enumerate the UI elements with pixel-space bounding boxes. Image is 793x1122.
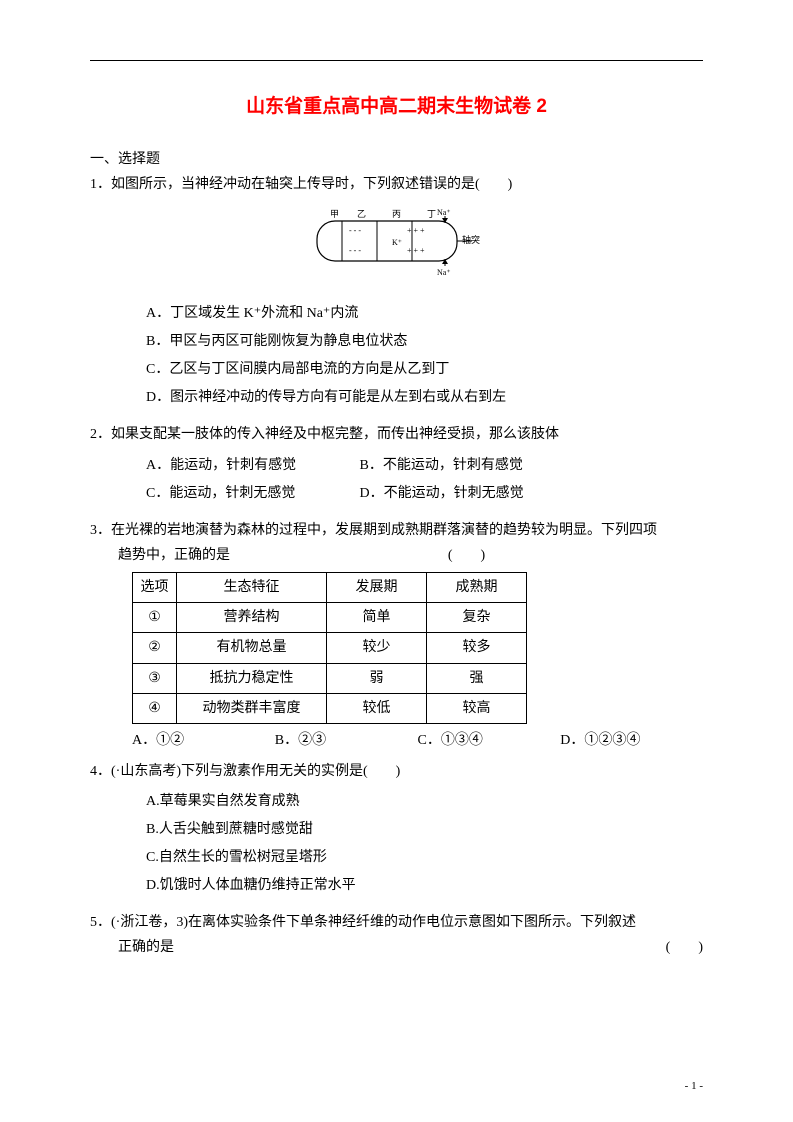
table-row: 选项 生态特征 发展期 成熟期 — [133, 572, 527, 602]
q3-stem-line2: 趋势中，正确的是 — [90, 543, 230, 568]
cell: 强 — [427, 663, 527, 693]
q3-options: A．①② B．②③ C．①③④ D．①②③④ — [90, 728, 703, 753]
q1-option-c: C．乙区与丁区间膜内局部电流的方向是从乙到丁 — [146, 356, 703, 384]
svg-text:- - -: - - - — [349, 246, 361, 255]
q5-stem-line2: 正确的是 — [90, 935, 174, 960]
cell: 较低 — [327, 693, 427, 723]
svg-text:丁: 丁 — [427, 209, 436, 219]
q5-stem-line1: 5．(·浙江卷，3)在离体实验条件下单条神经纤维的动作电位示意图如下图所示。下列… — [90, 910, 703, 935]
cell: 有机物总量 — [177, 633, 327, 663]
cell: 较高 — [427, 693, 527, 723]
axon-diagram-icon: 甲 乙 丙 丁 + + + + + + - - - - - - Na⁺ Na⁺ … — [297, 203, 497, 281]
table-row: ④ 动物类群丰富度 较低 较高 — [133, 693, 527, 723]
svg-text:Na⁺: Na⁺ — [437, 268, 451, 277]
svg-text:+ + +: + + + — [407, 226, 425, 235]
cell: 营养结构 — [177, 603, 327, 633]
cell: ② — [133, 633, 177, 663]
q3-stem-line1: 3．在光裸的岩地演替为森林的过程中，发展期到成熟期群落演替的趋势较为明显。下列四… — [90, 518, 703, 543]
table-row: ② 有机物总量 较少 较多 — [133, 633, 527, 663]
q3-option-d: D．①②③④ — [560, 728, 703, 753]
q3-th-1: 生态特征 — [177, 572, 327, 602]
q1-option-b: B．甲区与丙区可能刚恢复为静息电位状态 — [146, 328, 703, 356]
q3-table: 选项 生态特征 发展期 成熟期 ① 营养结构 简单 复杂 ② 有机物总量 较少 … — [132, 572, 527, 724]
q1-stem: 1．如图所示，当神经冲动在轴突上传导时，下列叙述错误的是( ) — [90, 172, 703, 197]
table-row: ① 营养结构 简单 复杂 — [133, 603, 527, 633]
cell: ① — [133, 603, 177, 633]
svg-text:Na⁺: Na⁺ — [437, 208, 451, 217]
cell: ③ — [133, 663, 177, 693]
question-1: 1．如图所示，当神经冲动在轴突上传导时，下列叙述错误的是( ) 甲 乙 丙 丁 … — [90, 172, 703, 412]
q4-option-b: B.人舌尖触到蔗糖时感觉甜 — [146, 816, 703, 844]
q3-blank: ( ) — [230, 543, 703, 568]
q2-option-a: A．能运动，针刺有感觉 — [146, 452, 356, 480]
exam-title: 山东省重点高中高二期末生物试卷 2 — [90, 91, 703, 118]
q4-option-d: D.饥饿时人体血糖仍维持正常水平 — [146, 872, 703, 900]
q1-figure: 甲 乙 丙 丁 + + + + + + - - - - - - Na⁺ Na⁺ … — [90, 203, 703, 290]
q4-option-c: C.自然生长的雪松树冠呈塔形 — [146, 844, 703, 872]
q3-option-c: C．①③④ — [418, 728, 561, 753]
top-rule — [90, 60, 703, 61]
q3-th-3: 成熟期 — [427, 572, 527, 602]
cell: 较少 — [327, 633, 427, 663]
exam-page: 山东省重点高中高二期末生物试卷 2 一、选择题 1．如图所示，当神经冲动在轴突上… — [0, 0, 793, 1122]
cell: 抵抗力稳定性 — [177, 663, 327, 693]
question-2: 2．如果支配某一肢体的传入神经及中枢完整，而传出神经受损，那么该肢体 A．能运动… — [90, 422, 703, 507]
q3-th-0: 选项 — [133, 572, 177, 602]
q5-blank: ( ) — [666, 935, 703, 960]
q4-option-a: A.草莓果实自然发育成熟 — [146, 788, 703, 816]
cell: 简单 — [327, 603, 427, 633]
svg-text:甲: 甲 — [330, 209, 339, 219]
q3-th-2: 发展期 — [327, 572, 427, 602]
q2-option-b: B．不能运动，针刺有感觉 — [360, 452, 570, 480]
svg-text:丙: 丙 — [392, 209, 401, 219]
svg-text:- - -: - - - — [349, 226, 361, 235]
cell: 较多 — [427, 633, 527, 663]
q1-options: A．丁区域发生 K⁺外流和 Na⁺内流 B．甲区与丙区可能刚恢复为静息电位状态 … — [90, 300, 703, 412]
page-number: - 1 - — [685, 1080, 703, 1092]
section-header: 一、选择题 — [90, 148, 703, 168]
q1-option-a: A．丁区域发生 K⁺外流和 Na⁺内流 — [146, 300, 703, 328]
question-3: 3．在光裸的岩地演替为森林的过程中，发展期到成熟期群落演替的趋势较为明显。下列四… — [90, 518, 703, 754]
q4-options: A.草莓果实自然发育成熟 B.人舌尖触到蔗糖时感觉甜 C.自然生长的雪松树冠呈塔… — [90, 788, 703, 900]
question-4: 4．(·山东高考)下列与激素作用无关的实例是( ) A.草莓果实自然发育成熟 B… — [90, 759, 703, 900]
q2-options: A．能运动，针刺有感觉 B．不能运动，针刺有感觉 C．能运动，针刺无感觉 D．不… — [90, 452, 703, 508]
q1-option-d: D．图示神经冲动的传导方向有可能是从左到右或从右到左 — [146, 384, 703, 412]
cell: 复杂 — [427, 603, 527, 633]
svg-text:+ + +: + + + — [407, 246, 425, 255]
q2-option-c: C．能运动，针刺无感觉 — [146, 480, 356, 508]
q2-stem: 2．如果支配某一肢体的传入神经及中枢完整，而传出神经受损，那么该肢体 — [90, 422, 703, 447]
svg-text:K⁺: K⁺ — [392, 238, 402, 247]
q4-stem: 4．(·山东高考)下列与激素作用无关的实例是( ) — [90, 759, 703, 784]
cell: 动物类群丰富度 — [177, 693, 327, 723]
q2-option-d: D．不能运动，针刺无感觉 — [360, 480, 570, 508]
cell: 弱 — [327, 663, 427, 693]
q3-option-b: B．②③ — [275, 728, 418, 753]
table-row: ③ 抵抗力稳定性 弱 强 — [133, 663, 527, 693]
svg-text:轴突: 轴突 — [462, 234, 480, 245]
q3-option-a: A．①② — [132, 728, 275, 753]
svg-text:乙: 乙 — [357, 209, 366, 219]
question-5: 5．(·浙江卷，3)在离体实验条件下单条神经纤维的动作电位示意图如下图所示。下列… — [90, 910, 703, 960]
cell: ④ — [133, 693, 177, 723]
